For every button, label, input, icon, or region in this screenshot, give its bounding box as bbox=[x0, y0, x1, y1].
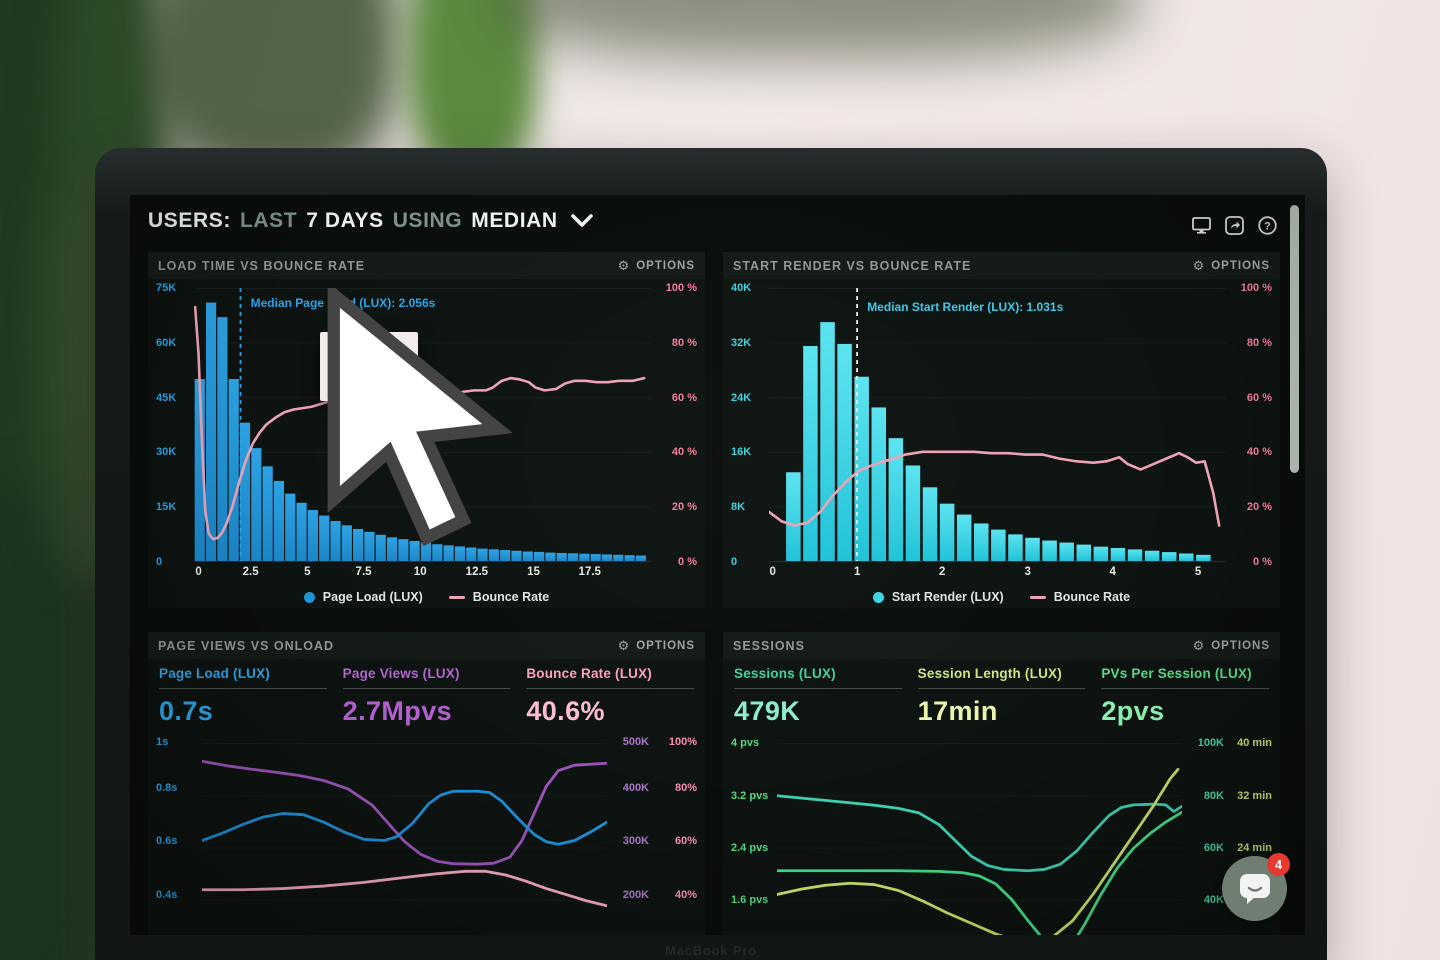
metric-value: 479K bbox=[734, 696, 801, 726]
options-label: OPTIONS bbox=[636, 259, 695, 272]
chat-unread-badge: 4 bbox=[1267, 853, 1290, 876]
svg-text:?: ? bbox=[1264, 220, 1271, 232]
chevron-down-icon[interactable] bbox=[570, 213, 593, 232]
y-axis-right-bounce: 100% 80% 60% 40% bbox=[668, 736, 697, 901]
metric-label: Sessions (LUX) bbox=[734, 666, 836, 681]
options-button[interactable]: ⚙ OPTIONS bbox=[1193, 259, 1270, 272]
gear-icon: ⚙ bbox=[1192, 638, 1206, 653]
header-users-label: USERS: bbox=[148, 209, 231, 232]
y-axis-right-pageviews: 500K 400K 300K 200K bbox=[622, 736, 649, 901]
metric-value: 17min bbox=[917, 696, 998, 726]
legend-label: Start Render (LUX) bbox=[891, 590, 1004, 604]
legend: Start Render (LUX) Bounce Rate bbox=[723, 590, 1280, 604]
metric-session-length: Session Length (LUX) 17min bbox=[917, 666, 1086, 727]
metric-bounce-rate: Bounce Rate (LUX) 40.6% bbox=[526, 666, 695, 727]
metric-page-load: Page Load (LUX) 0.7s bbox=[159, 666, 327, 727]
panel-title: SESSIONS bbox=[733, 638, 805, 653]
y-axis-right-minutes: 40 min 32 min 24 min bbox=[1237, 737, 1272, 855]
metric-value: 40.6% bbox=[526, 696, 605, 726]
options-label: OPTIONS bbox=[1211, 639, 1270, 652]
timeframe-dropdown[interactable]: USERS: LAST 7 DAYS USING MEDIAN bbox=[148, 209, 593, 233]
page-views-chart[interactable] bbox=[202, 734, 607, 935]
header-median-label: MEDIAN bbox=[471, 209, 558, 232]
options-label: OPTIONS bbox=[636, 639, 695, 652]
y-axis-left: 40K 32K 24K 16K 8K 0 bbox=[731, 282, 752, 568]
metric-page-views: Page Views (LUX) 2.7Mpvs bbox=[342, 666, 511, 727]
panel-load-time: LOAD TIME VS BOUNCE RATE ⚙ OPTIONS 75K 60… bbox=[148, 252, 705, 608]
header-days-label: 7 DAYS bbox=[306, 209, 384, 232]
metrics-row: Page Load (LUX) 0.7s Page Views (LUX) 2.… bbox=[159, 666, 695, 727]
share-icon[interactable] bbox=[1225, 216, 1244, 235]
panel-title: START RENDER VS BOUNCE RATE bbox=[733, 258, 972, 273]
legend-line-icon bbox=[1029, 595, 1046, 599]
y-axis-right: 100 % 80 % 60 % 40 % 20 % 0 % bbox=[665, 282, 697, 568]
median-annotation: Median Start Render (LUX): 1.031s bbox=[867, 300, 1064, 315]
legend-line-icon bbox=[448, 595, 465, 599]
panel-page-views: PAGE VIEWS VS ONLOAD ⚙ OPTIONS Page Load… bbox=[148, 632, 705, 935]
metric-value: 0.7s bbox=[159, 696, 214, 726]
gear-icon: ⚙ bbox=[1192, 258, 1206, 273]
options-button[interactable]: ⚙ OPTIONS bbox=[1193, 639, 1270, 652]
y-axis-right: 100 % 80 % 60 % 40 % 20 % 0 % bbox=[1240, 282, 1272, 568]
metric-label: Session Length (LUX) bbox=[917, 666, 1062, 681]
metrics-row: Sessions (LUX) 479K Session Length (LUX)… bbox=[734, 666, 1270, 727]
metric-sessions: Sessions (LUX) 479K bbox=[734, 666, 902, 727]
metric-value: 2pvs bbox=[1101, 696, 1165, 726]
gear-icon: ⚙ bbox=[617, 638, 631, 653]
y-axis-right-sessions: 100K 80K 60K 40K bbox=[1197, 737, 1224, 907]
scrollbar-thumb[interactable] bbox=[1290, 205, 1299, 473]
header-using-label: USING bbox=[392, 209, 463, 232]
dashboard-screen: USERS: LAST 7 DAYS USING MEDIAN ? bbox=[130, 195, 1305, 935]
metric-label: Page Views (LUX) bbox=[342, 666, 460, 681]
legend-dot-icon bbox=[303, 591, 315, 603]
legend-label: Bounce Rate bbox=[472, 590, 550, 604]
header-last-label: LAST bbox=[239, 209, 298, 232]
chat-widget-button[interactable]: 4 bbox=[1222, 853, 1290, 921]
plant-leaf bbox=[500, 0, 1140, 60]
laptop: USERS: LAST 7 DAYS USING MEDIAN ? bbox=[95, 148, 1327, 960]
panel-sessions: SESSIONS ⚙ OPTIONS Sessions (LUX) 479K S… bbox=[723, 632, 1280, 935]
legend-dot-icon bbox=[872, 591, 884, 603]
panel-title: LOAD TIME VS BOUNCE RATE bbox=[158, 258, 366, 273]
legend-label: Bounce Rate bbox=[1053, 590, 1131, 604]
monitor-icon[interactable] bbox=[1192, 216, 1211, 235]
x-axis: 0 2.5 5 7.5 10 12.5 15 17.5 bbox=[195, 566, 601, 578]
metric-label: PVs Per Session (LUX) bbox=[1101, 666, 1252, 681]
metric-pvs-per-session: PVs Per Session (LUX) 2pvs bbox=[1101, 666, 1270, 727]
legend: Page Load (LUX) Bounce Rate bbox=[148, 590, 705, 604]
y-axis-left: 75K 60K 45K 30K 15K 0 bbox=[156, 282, 177, 568]
chat-bubble-icon bbox=[1239, 874, 1270, 904]
y-axis-left: 1s 0.8s 0.6s 0.4s bbox=[156, 736, 178, 901]
y-axis-left: 4 pvs 3.2 pvs 2.4 pvs 1.6 pvs bbox=[731, 737, 769, 907]
options-label: OPTIONS bbox=[1211, 259, 1270, 272]
header-actions: ? bbox=[1192, 216, 1277, 235]
panel-start-render: START RENDER VS BOUNCE RATE ⚙ OPTIONS 40… bbox=[723, 252, 1280, 608]
metric-label: Bounce Rate (LUX) bbox=[526, 666, 653, 681]
mouse-cursor bbox=[327, 288, 513, 547]
metric-value: 2.7Mpvs bbox=[342, 696, 453, 726]
help-icon[interactable]: ? bbox=[1258, 216, 1277, 235]
options-button[interactable]: ⚙ OPTIONS bbox=[618, 639, 695, 652]
options-button[interactable]: ⚙ OPTIONS bbox=[618, 259, 695, 272]
metric-label: Page Load (LUX) bbox=[159, 666, 271, 681]
panel-title: PAGE VIEWS VS ONLOAD bbox=[158, 638, 335, 653]
laptop-brand-text: MacBook Pro bbox=[665, 943, 757, 958]
sessions-chart[interactable] bbox=[777, 734, 1182, 935]
gear-icon: ⚙ bbox=[617, 258, 631, 273]
load-time-chart[interactable]: Median Page Load (LUX): 2.056s Bounce Ra… bbox=[194, 288, 651, 578]
legend-label: Page Load (LUX) bbox=[322, 590, 423, 604]
